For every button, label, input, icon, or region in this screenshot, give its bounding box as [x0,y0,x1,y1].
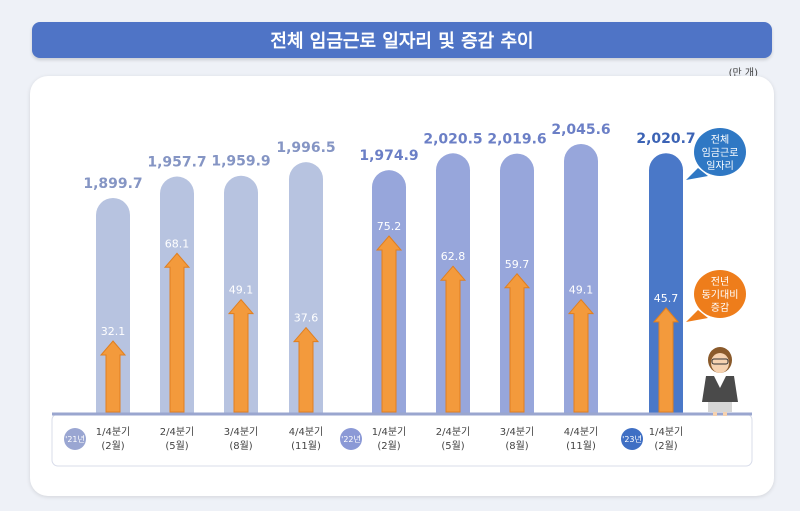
unit-label: (만 개) [728,68,758,79]
callout-total-text: 일자리 [706,160,734,172]
category-label: 4/4분기 [564,426,599,438]
page-title: 전체 임금근로 일자리 및 증감 추이 [32,22,772,58]
change-value-label: 32.1 [101,325,126,338]
person-leg [713,412,717,416]
category-label: 1/4분기 [649,426,684,438]
year-label: '23년 [622,434,642,444]
person-collar [714,376,726,388]
month-label: (11월) [291,440,321,452]
category-label: 1/4분기 [96,426,131,438]
total-value-label: 2,020.7 [636,131,695,147]
person-face [711,353,729,373]
change-value-label: 45.7 [654,292,679,305]
year-label: '21년 [65,434,85,444]
total-value-label: 1,974.9 [359,148,418,164]
change-value-label: 37.6 [294,312,319,325]
category-label: 4/4분기 [289,426,324,438]
category-label: 2/4분기 [160,426,195,438]
callout-change-text: 증감 [711,302,729,314]
month-label: (2월) [101,440,124,452]
category-label: 3/4분기 [500,426,535,438]
year-label: '22년 [341,434,361,444]
month-label: (2월) [654,440,677,452]
callout-change-bubble [694,270,746,318]
change-arrow [292,326,320,413]
change-arrow [227,298,255,413]
month-label: (11월) [566,440,596,452]
total-bar [289,162,323,420]
category-label: 1/4분기 [372,426,407,438]
callout-change-text: 동기대비 [702,289,739,301]
month-label: (8월) [229,440,252,452]
year-badge [340,428,362,450]
change-value-label: 68.1 [165,237,190,250]
total-value-label: 2,020.5 [423,131,482,147]
callout-change-tail [686,310,708,322]
callout-change-text: 전년 [711,276,729,288]
year-badge [621,428,643,450]
category-band [51,413,753,467]
change-arrow [567,298,595,413]
total-value-label: 1,996.5 [276,140,335,156]
category-label: 3/4분기 [224,426,259,438]
total-bar [224,175,258,420]
month-label: (8월) [505,440,528,452]
change-arrow [503,272,531,413]
total-value-label: 1,899.7 [83,176,142,192]
month-label: (5월) [441,440,464,452]
year-badge [64,428,86,450]
change-value-label: 62.8 [441,250,466,263]
change-value-label: 75.2 [377,220,402,233]
chart: 1,899.7 32.1 1,957.7 68.1 1,959.9 49.1 1,996.5… [51,122,753,467]
total-bar [96,198,130,420]
person-leg [723,412,727,416]
total-value-label: 2,019.6 [487,132,546,148]
change-value-label: 49.1 [229,284,254,297]
month-label: (5월) [165,440,188,452]
change-value-label: 59.7 [505,258,530,271]
person-illustration [702,347,738,416]
callout-total-bubble [694,128,746,176]
callout-total-text: 전체 [711,134,729,146]
month-label: (2월) [377,440,400,452]
change-arrow [652,307,680,413]
total-value-label: 2,045.6 [551,122,610,138]
person-skirt [708,402,732,412]
change-arrow [375,235,403,413]
change-arrow [99,340,127,413]
change-arrow [163,252,191,413]
callout-total-tail [686,168,708,180]
person-glasses [711,358,729,365]
person-body [702,376,738,402]
total-value-label: 1,959.9 [211,154,270,170]
chart-panel: 1,899.7 32.1 1,957.7 68.1 1,959.9 49.1 1,996.5… [30,76,774,496]
callout-total-text: 임금근로 [702,146,739,159]
total-value-label: 1,957.7 [147,155,206,171]
category-label: 2/4분기 [436,426,471,438]
change-value-label: 49.1 [569,284,594,297]
total-bar [649,153,683,420]
change-arrow [439,265,467,413]
total-bar [564,144,598,420]
